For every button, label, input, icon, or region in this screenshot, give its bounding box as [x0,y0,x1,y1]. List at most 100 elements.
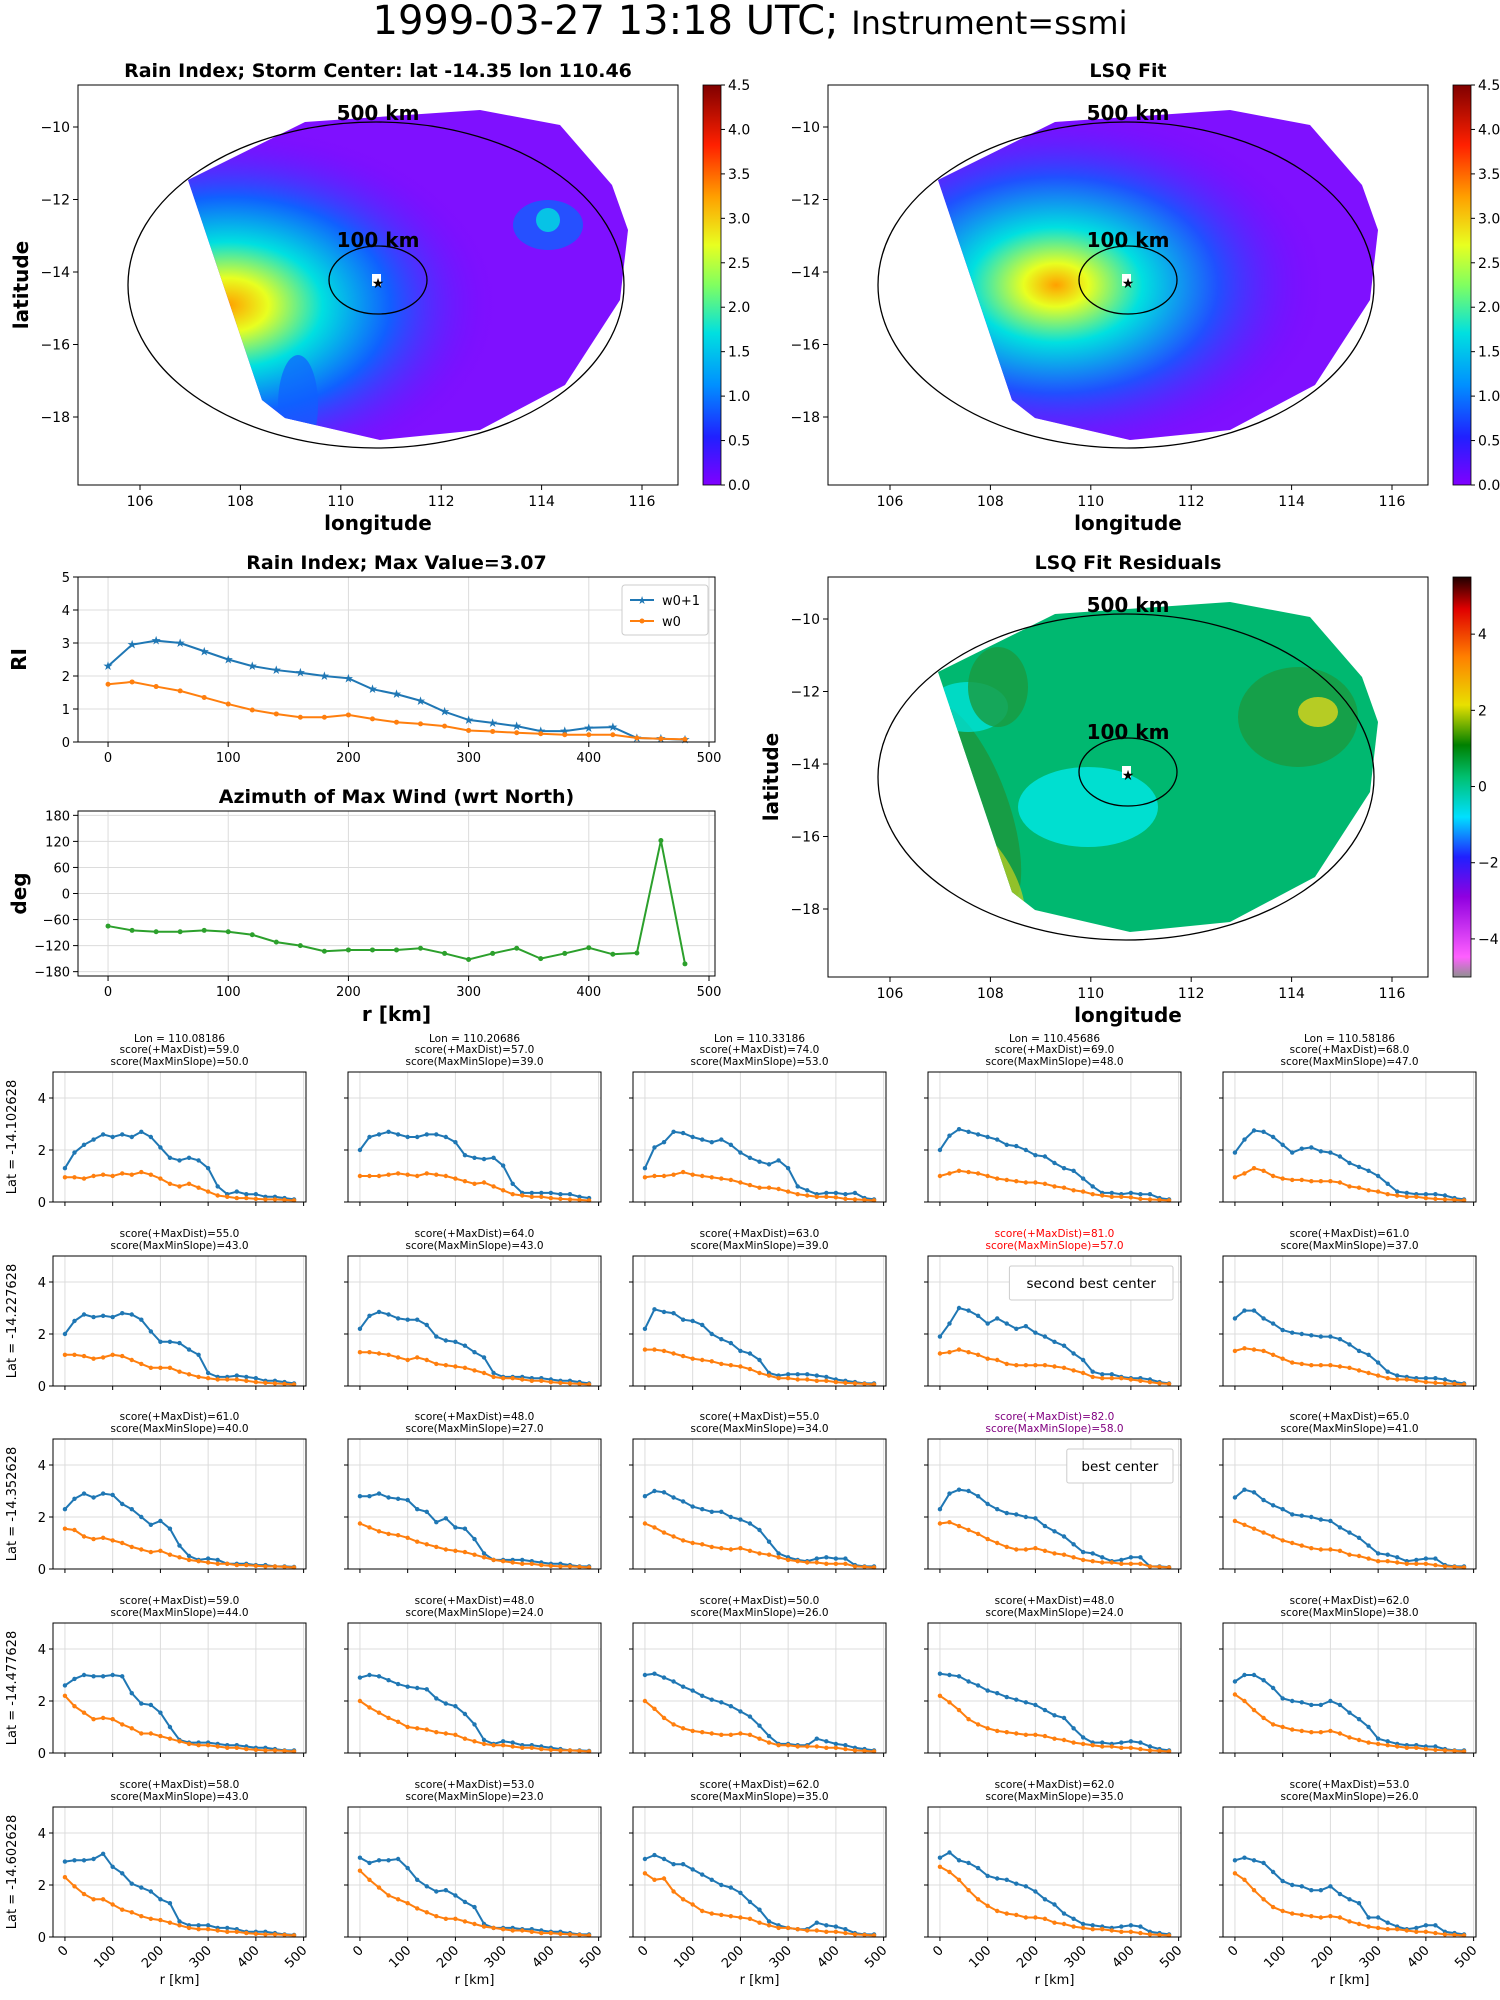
panel-score-maxdist: score(+MaxDist)=48.0 [995,1595,1115,1607]
panel-frame [927,1806,1182,1938]
panel-w0plus1-point [1356,1901,1362,1906]
panel-w0-point [680,1169,686,1175]
panel-w0-point [186,1372,192,1377]
panel-w0-point [472,1552,477,1557]
panel-w0-point [785,1557,791,1563]
panel-w0-point [205,1743,211,1748]
panel-w0-point [500,1559,506,1564]
y-tick-label: 4 [62,604,70,619]
panel-w0plus1-point [1128,1923,1134,1928]
map-frame [827,84,1429,486]
panel-w0plus1-point [1309,1145,1314,1150]
panel-w0-point [186,1925,192,1931]
panel-w0-point [966,1527,971,1533]
panel-w0plus1-point [1128,1555,1134,1560]
panel-w0-point [367,1525,372,1530]
panel-w0-point [1299,1728,1304,1734]
panel-w0-point [415,1173,420,1179]
panel-w0plus1-point [1071,1542,1076,1547]
y-tick-label: 180 [45,809,70,824]
panel-w0-point [472,1368,477,1373]
panel-w0plus1-point [72,1676,77,1682]
panel-w0plus1-point [661,1856,667,1862]
legend-label: w0+1 [662,594,700,609]
panel-w0-point [1328,1363,1333,1368]
panel-w0-point [186,1557,192,1563]
panel-w0plus1-point [795,1184,800,1189]
panel-w0-point [196,1185,201,1190]
panel-w0-point [937,1521,943,1526]
y-tick-label: −10 [40,120,70,136]
panel-w0plus1-point [158,1339,163,1345]
panel-w0-point [766,1923,772,1928]
series-0-point [490,950,496,956]
panel-w0-point [947,1700,952,1705]
panel-w0-point [985,1173,990,1179]
row-lat-label: Lat = -14.477628 [5,1631,20,1745]
panel-w0plus1-point [1433,1192,1438,1197]
panel-w0-point [1071,1924,1076,1929]
panel-w0-point [671,1172,676,1177]
x-tick-label: 200 [1309,1943,1337,1971]
panel-w0plus1-point [719,1700,724,1705]
panel-w0plus1-point [376,1674,382,1679]
panel-w0-point [1033,1180,1038,1185]
panel-frame [1222,1438,1477,1570]
y-tick-label: −14 [790,757,820,773]
y-tick-label: 2 [38,1695,46,1710]
colorbar-tick-label: 0 [1478,780,1487,796]
panel-score-maxminslope: score(MaxMinSlope)=58.0 [985,1423,1123,1435]
colorbar-tick-label: 0.0 [1478,478,1500,494]
panel-w0plus1-point [72,1318,77,1324]
panel-w0-point [843,1380,848,1386]
panel-w0-point [72,1704,77,1709]
score-panel: score(+MaxDist)=48.0score(MaxMinSlope)=2… [344,1595,602,1757]
series-1-point [562,732,568,738]
colorbar-tick-label: −2 [1478,856,1499,872]
panel-w0-point [272,1381,278,1386]
score-panel: score(+MaxDist)=55.0score(MaxMinSlope)=3… [629,1411,887,1573]
panel-w0plus1-point [671,1679,676,1684]
panel-w0plus1-point [567,1192,573,1197]
panel-w0-point [177,1555,182,1560]
panel-w0-point [177,1923,182,1928]
panel-w0-point [1014,1731,1019,1736]
panel-w0plus1-point [1395,1189,1400,1194]
panel-w0-point [966,1717,971,1722]
panel-w0-point [415,1906,420,1911]
panel-w0-point [1414,1194,1419,1200]
panel-w0plus1-point [148,1889,154,1894]
series-0-point [562,950,568,956]
series-0-point [418,945,424,951]
series-1-point [442,723,448,729]
panel-frame [1222,1071,1477,1203]
panel-w0-point [520,1561,525,1567]
panel-w0-point [1128,1195,1134,1200]
panel-w0plus1-point [1042,1897,1048,1902]
panel-w0plus1-point [975,1865,981,1871]
panel-w0-point [1004,1730,1009,1735]
ring-500km [877,613,1375,941]
score-panel: 0 100 200 300 400 500 score(+MaxDist)=53.0scor… [1219,1779,1480,1988]
figure-title-main: 1999-03-27 13:18 UTC; [372,0,839,44]
panel-w0-point [253,1196,259,1202]
panel-w0-point [1261,1348,1266,1354]
panel-w0-point [234,1929,239,1935]
panel-w0-point [529,1378,534,1384]
panel-w0-point [862,1564,867,1570]
panel-w0-point [453,1364,458,1369]
panel-w0-point [843,1746,848,1752]
panel-w0plus1-point [395,1496,401,1502]
panel-w0plus1-point [700,1872,705,1877]
panel-w0-point [1014,1547,1019,1552]
series-0-point: ★ [175,636,186,650]
colorbar-tick-label: −4 [1478,932,1499,948]
panel-w0plus1-point [1023,1884,1029,1889]
x-tick-label: 200 [336,985,361,1000]
panel-w0plus1-point [995,1137,1000,1142]
series-1-point [634,735,640,741]
panel-w0-point [1452,1381,1457,1387]
x-tick-label: 110 [1077,494,1104,510]
panel-w0-point [1423,1746,1429,1752]
